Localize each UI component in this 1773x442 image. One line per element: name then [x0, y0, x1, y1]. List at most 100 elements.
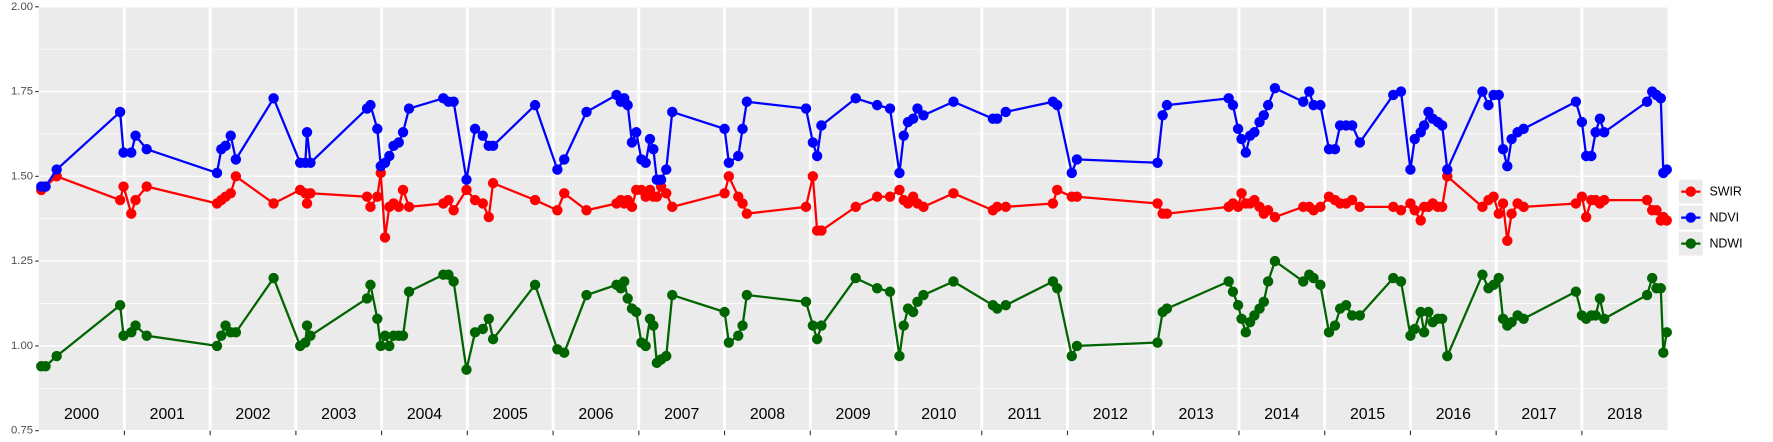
- data-point: [719, 306, 730, 318]
- data-point: [1506, 208, 1517, 219]
- data-point: [1493, 272, 1504, 284]
- data-point: [51, 350, 62, 362]
- data-point: [948, 276, 959, 287]
- year-label: 2009: [836, 406, 871, 423]
- data-point: [1570, 96, 1582, 107]
- year-label: 2010: [921, 406, 956, 423]
- year-label: 2011: [1008, 406, 1042, 423]
- data-point: [948, 188, 959, 199]
- data-point: [991, 201, 1003, 213]
- data-point: [225, 130, 236, 141]
- data-point: [991, 303, 1003, 314]
- data-point: [403, 103, 415, 114]
- data-point: [1236, 133, 1247, 145]
- data-point: [1340, 300, 1352, 311]
- data-point: [1488, 191, 1499, 202]
- data-point: [1570, 198, 1582, 209]
- data-point: [1423, 306, 1434, 318]
- data-point: [384, 340, 395, 352]
- data-point: [1066, 167, 1077, 179]
- data-point: [1493, 89, 1504, 101]
- data-point: [1576, 191, 1588, 202]
- data-point: [559, 347, 570, 358]
- data-point: [800, 296, 812, 308]
- data-point: [816, 225, 827, 236]
- data-point: [1152, 157, 1163, 168]
- data-point: [1258, 296, 1270, 308]
- data-point: [741, 208, 753, 219]
- data-point: [448, 96, 459, 107]
- data-point: [800, 201, 812, 213]
- data-point: [1236, 313, 1247, 324]
- data-point: [1518, 123, 1529, 135]
- data-point: [1598, 127, 1610, 138]
- data-point: [640, 340, 651, 352]
- data-point: [850, 201, 861, 213]
- data-point: [1236, 188, 1247, 199]
- year-label: 2018: [1607, 406, 1642, 423]
- y-tick-label: 1.00: [11, 340, 33, 352]
- data-point: [1395, 205, 1407, 216]
- data-point: [723, 157, 735, 168]
- data-point: [948, 96, 959, 107]
- data-point: [631, 306, 642, 318]
- data-point: [1436, 313, 1448, 324]
- legend-key-point: [1685, 186, 1697, 197]
- data-point: [733, 150, 744, 162]
- data-point: [850, 272, 861, 284]
- legend-label: NDWI: [1709, 236, 1742, 250]
- year-label: 2000: [64, 406, 99, 423]
- data-point: [1000, 106, 1011, 118]
- data-point: [850, 93, 861, 104]
- data-point: [811, 333, 823, 345]
- marks: [36, 82, 1672, 375]
- data-point: [477, 323, 488, 335]
- data-point: [1346, 194, 1358, 206]
- data-point: [1354, 310, 1366, 321]
- data-point: [141, 181, 152, 192]
- data-point: [483, 313, 494, 324]
- data-point: [884, 103, 896, 114]
- year-label: 2017: [1521, 406, 1556, 423]
- data-point: [1436, 201, 1448, 213]
- data-point: [1052, 283, 1063, 294]
- data-point: [469, 123, 481, 135]
- data-point: [667, 106, 678, 118]
- data-point: [737, 198, 748, 209]
- data-point: [365, 279, 376, 291]
- data-point: [301, 320, 313, 331]
- data-point: [622, 99, 633, 111]
- data-point: [1071, 191, 1083, 202]
- data-point: [130, 194, 141, 206]
- data-point: [898, 320, 909, 331]
- data-point: [487, 140, 499, 152]
- grid: [38, 6, 1668, 432]
- data-point: [393, 201, 404, 213]
- legend-label: SWIR: [1709, 184, 1741, 198]
- data-point: [894, 350, 905, 362]
- data-point: [1223, 276, 1234, 287]
- data-point: [719, 188, 730, 199]
- data-point: [114, 300, 126, 311]
- y-tick-label: 1.75: [11, 86, 33, 98]
- data-point: [477, 198, 488, 209]
- data-point: [403, 201, 415, 213]
- data-point: [1436, 120, 1448, 131]
- data-point: [581, 106, 592, 118]
- data-point: [483, 211, 494, 223]
- data-point: [811, 150, 823, 162]
- data-point: [1661, 215, 1672, 226]
- data-point: [1157, 110, 1168, 121]
- data-point: [1651, 205, 1662, 216]
- data-point: [365, 201, 376, 213]
- data-point: [1415, 215, 1426, 226]
- data-point: [211, 340, 223, 352]
- data-point: [126, 208, 137, 219]
- data-point: [581, 205, 592, 216]
- data-point: [655, 174, 667, 185]
- data-point: [884, 191, 896, 202]
- data-point: [1661, 164, 1672, 175]
- year-label: 2002: [235, 406, 270, 423]
- data-point: [1418, 120, 1430, 131]
